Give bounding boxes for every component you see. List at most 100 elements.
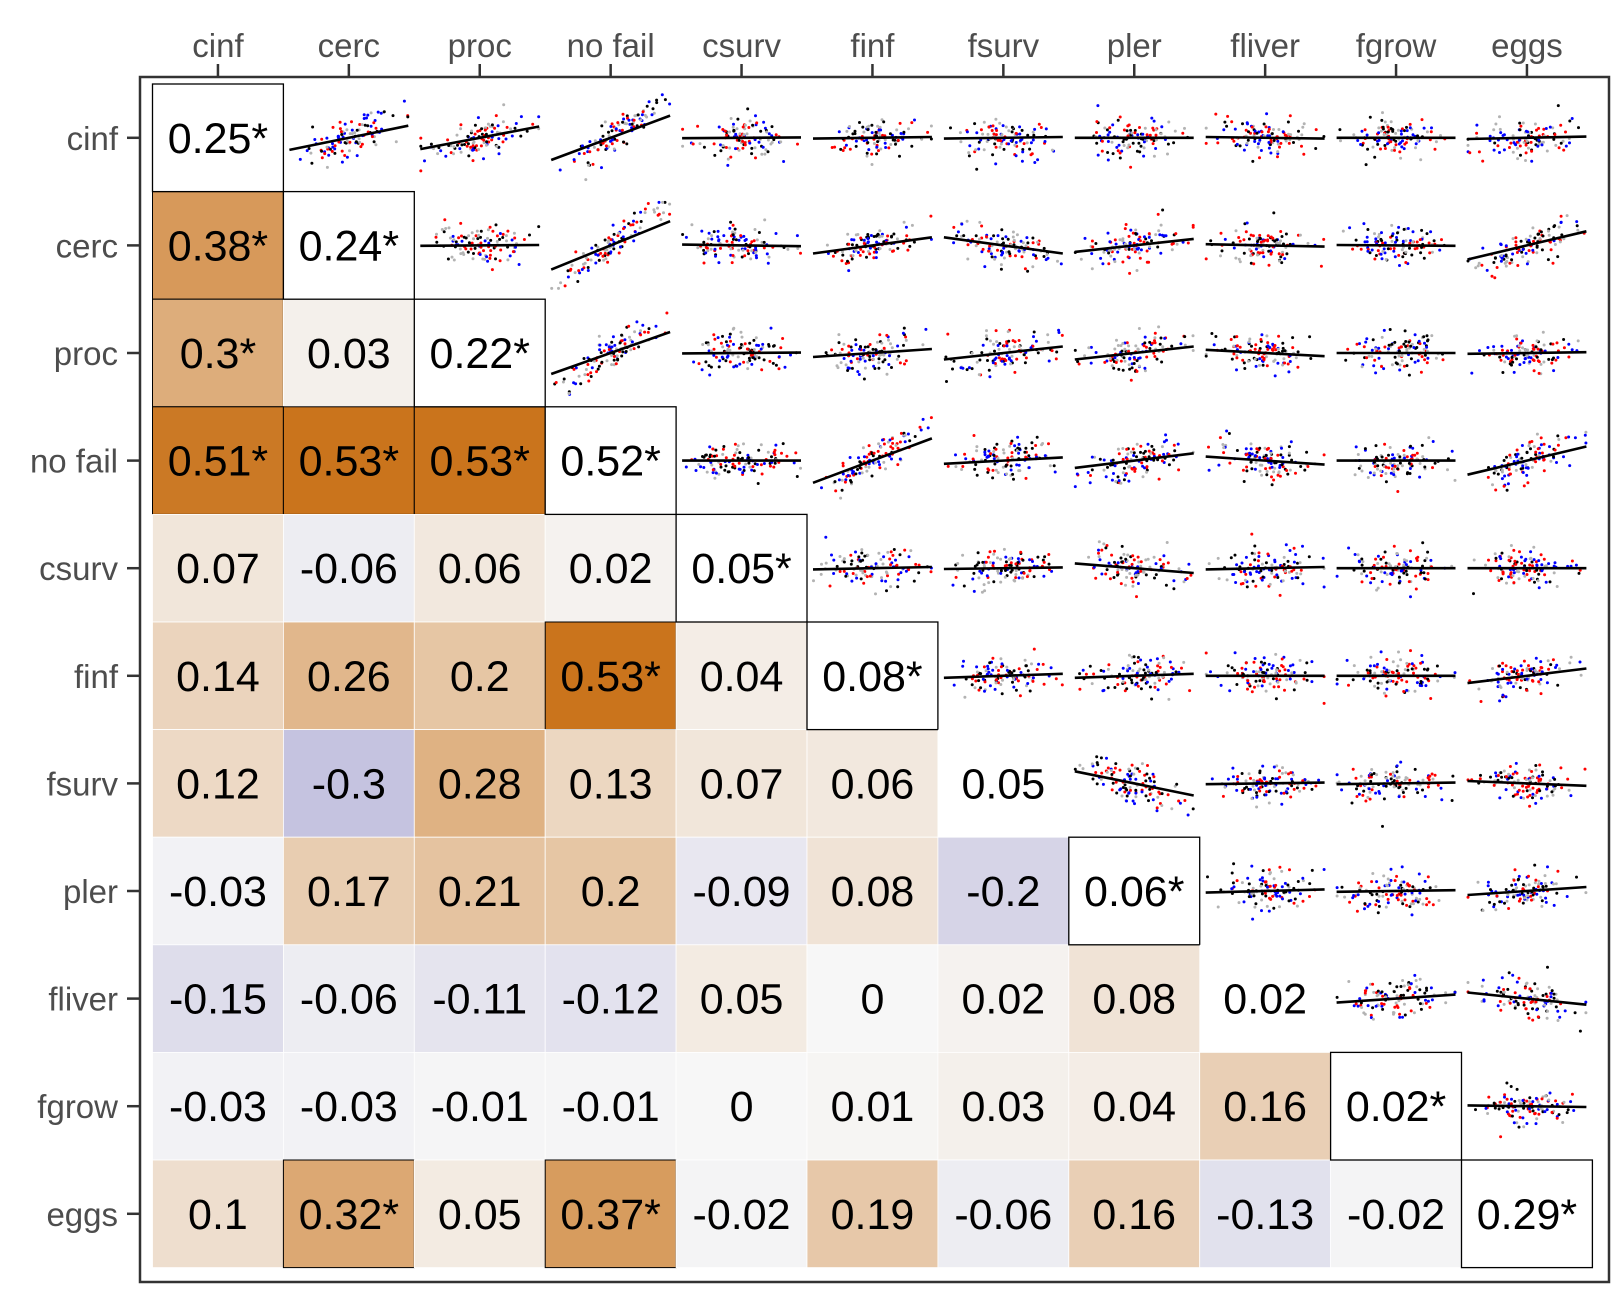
- scatter-point: [1275, 668, 1279, 672]
- heat-cell-fsurv-cerc: -0.3: [282, 729, 415, 838]
- scatter-point: [1253, 357, 1257, 361]
- scatter-point: [1544, 564, 1548, 568]
- scatter-point: [1018, 447, 1021, 451]
- scatter-point: [466, 250, 470, 254]
- scatter-point: [737, 461, 741, 465]
- scatter-point: [622, 117, 626, 121]
- scatter-point: [614, 127, 618, 131]
- scatter-point: [1204, 141, 1208, 145]
- scatter-point: [1078, 687, 1082, 691]
- scatter-point: [1556, 356, 1560, 359]
- scatter-point: [1281, 456, 1285, 459]
- scatter-point: [1005, 250, 1009, 254]
- scatter-point: [1083, 354, 1087, 358]
- scatter-point: [1259, 660, 1263, 664]
- scatter-point: [1244, 555, 1248, 559]
- scatter-point: [494, 114, 498, 118]
- scatter-point: [759, 129, 763, 133]
- scatter-point: [348, 132, 352, 136]
- scatter-point: [884, 467, 887, 471]
- scatter-point: [1381, 125, 1385, 129]
- scatter-point: [1409, 595, 1412, 599]
- scatter-point: [1109, 254, 1113, 258]
- scatter-point: [839, 496, 843, 500]
- scatter-point: [867, 444, 871, 448]
- scatter-point: [1282, 563, 1286, 566]
- scatter-point: [1222, 446, 1226, 450]
- scatter-point: [488, 253, 492, 257]
- scatter-point: [450, 255, 454, 259]
- scatter-csurv-fliver: [1205, 532, 1326, 597]
- scatter-point: [747, 126, 751, 129]
- scatter-point: [611, 223, 615, 227]
- scatter-point: [587, 379, 591, 383]
- scatter-point: [1157, 676, 1161, 680]
- scatter-point: [1399, 345, 1403, 349]
- scatter-point: [1032, 330, 1036, 334]
- scatter-point: [721, 452, 725, 456]
- scatter-point: [1189, 573, 1193, 577]
- scatter-point: [1531, 347, 1535, 351]
- scatter-point: [1500, 254, 1504, 257]
- scatter-point: [841, 461, 845, 465]
- scatter-point: [1125, 687, 1129, 691]
- scatter-point: [1116, 570, 1120, 574]
- scatter-point: [1159, 336, 1163, 340]
- scatter-point: [773, 461, 777, 465]
- scatter-point: [846, 259, 849, 263]
- scatter-point: [746, 453, 750, 457]
- scatter-point: [1358, 342, 1361, 346]
- scatter-point: [531, 122, 535, 126]
- scatter-point: [729, 253, 733, 257]
- scatter-point: [1406, 471, 1410, 475]
- scatter-point: [572, 367, 576, 371]
- scatter-point: [1137, 364, 1141, 368]
- scatter-point: [1383, 442, 1387, 446]
- scatter-point: [863, 554, 867, 558]
- scatter-point: [1524, 237, 1528, 241]
- scatter-point: [856, 468, 859, 471]
- scatter-point: [848, 147, 852, 151]
- scatter-point: [1032, 335, 1035, 339]
- scatter-point: [844, 478, 848, 482]
- scatter-point: [903, 548, 907, 552]
- scatter-point: [956, 230, 960, 234]
- scatter-point: [1179, 342, 1183, 346]
- scatter-point: [1001, 250, 1005, 254]
- scatter-point: [702, 248, 706, 252]
- scatter-point: [1414, 666, 1418, 670]
- scatter-point: [1138, 667, 1142, 671]
- lower-triangle-cells: 0.38*0.3* 0.030.51* 0.53* 0.53*0.07 -0.06 0.0…: [152, 191, 1462, 1269]
- scatter-point: [1089, 474, 1092, 477]
- scatter-point: [914, 562, 918, 566]
- scatter-point: [781, 337, 785, 340]
- scatter-point: [460, 234, 463, 238]
- scatter-point: [1267, 141, 1271, 144]
- scatter-point: [747, 461, 751, 465]
- scatter-point: [872, 235, 876, 238]
- scatter-point: [1481, 159, 1485, 163]
- scatter-point: [1207, 562, 1211, 566]
- scatter-point: [1010, 671, 1014, 675]
- scatter-point: [490, 130, 494, 134]
- scatter-point: [1382, 367, 1386, 371]
- scatter-point: [874, 562, 878, 566]
- regression-line: [1205, 348, 1325, 358]
- scatter-point: [471, 144, 475, 148]
- scatter-point: [592, 359, 596, 363]
- scatter-point: [1107, 251, 1111, 255]
- scatter-point: [1151, 341, 1154, 345]
- scatter-point: [837, 341, 841, 345]
- scatter-point: [824, 561, 828, 565]
- scatter-point: [742, 442, 745, 446]
- scatter-point: [1122, 478, 1126, 482]
- scatter-point: [1164, 433, 1168, 437]
- scatter-point: [719, 246, 722, 250]
- scatter-point: [1266, 238, 1270, 242]
- scatter-point: [419, 136, 423, 140]
- scatter-point: [1233, 553, 1237, 557]
- scatter-point: [1230, 120, 1234, 124]
- heat-cell-fill: [806, 836, 939, 946]
- scatter-point: [1296, 350, 1300, 354]
- scatter-point: [1377, 356, 1381, 360]
